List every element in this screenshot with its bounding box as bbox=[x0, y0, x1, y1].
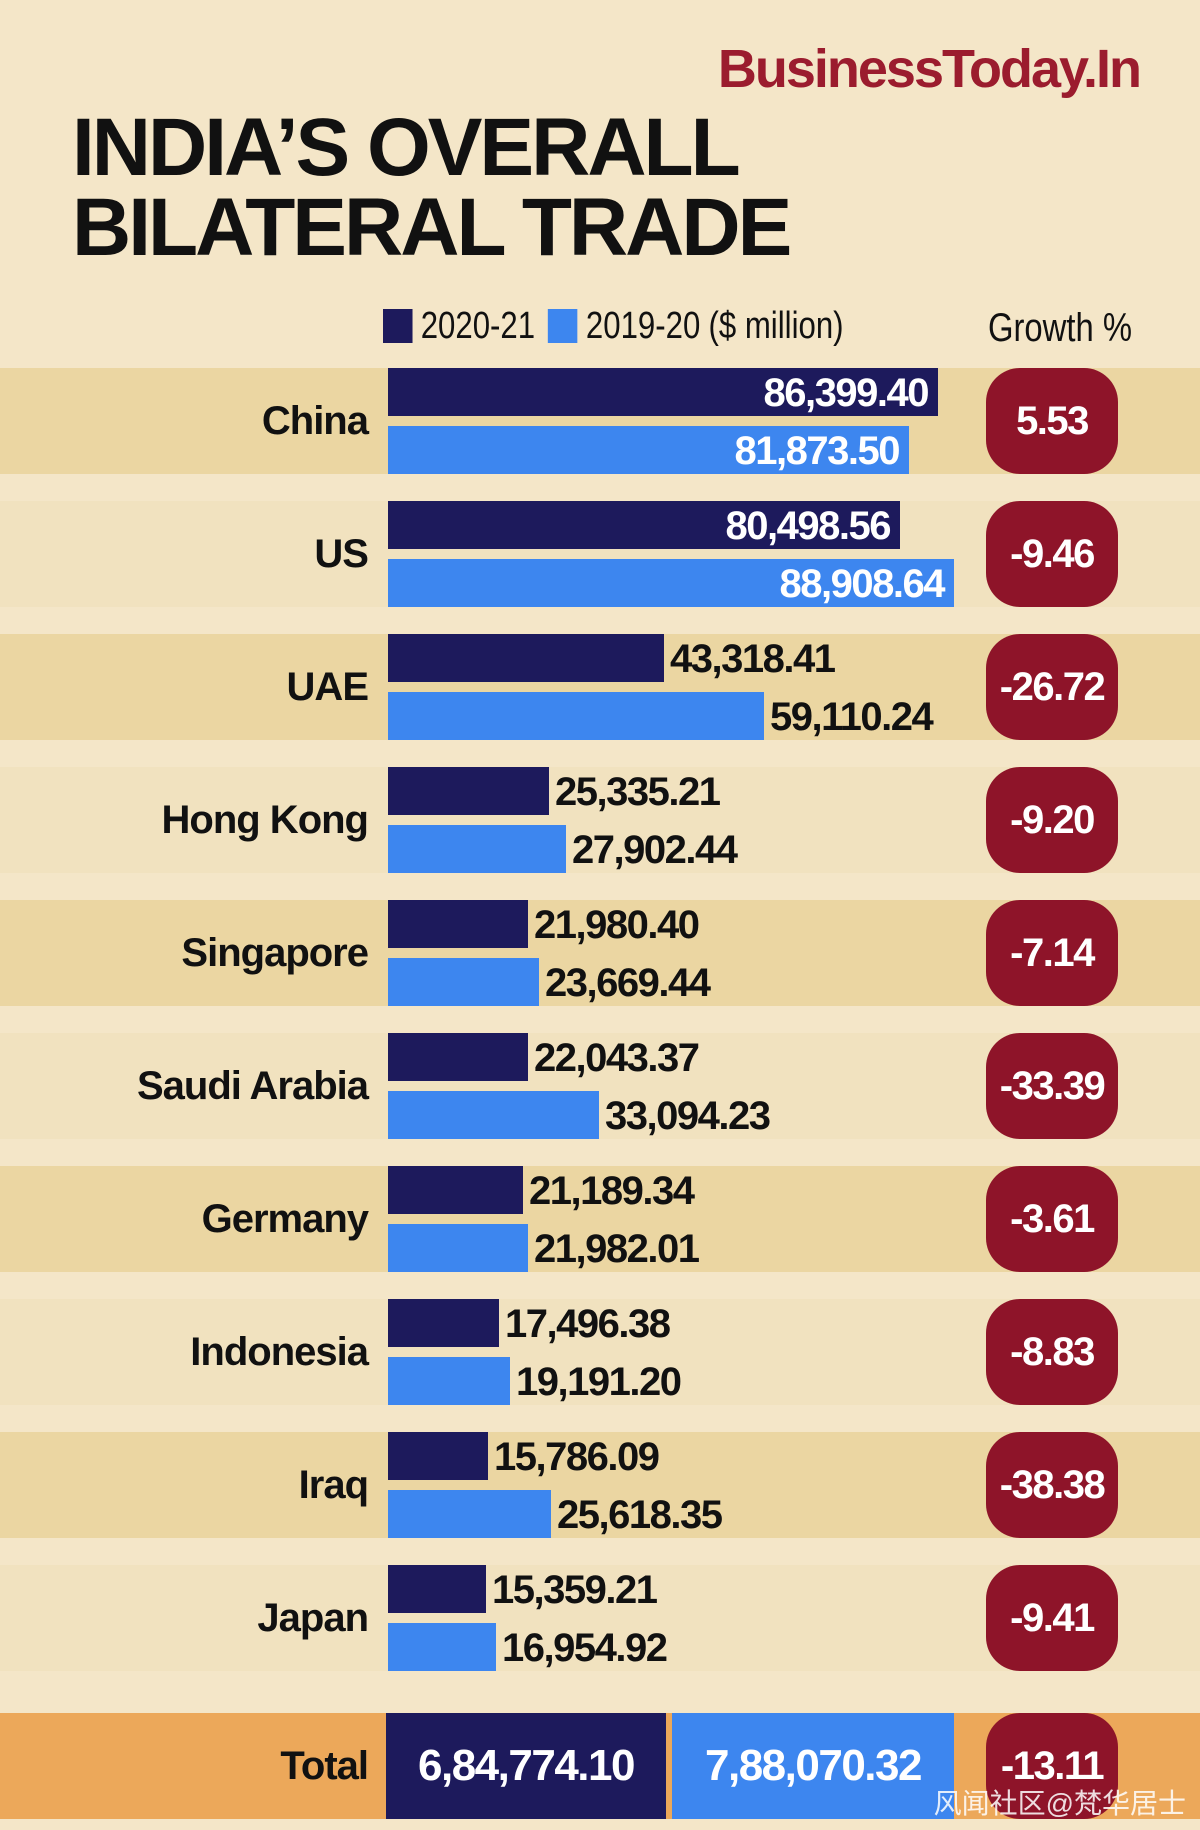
chart-title: INDIA’S OVERALL BILATERAL TRADE bbox=[72, 102, 792, 273]
row-germany: Germany 21,189.34 21,982.01 -3.61 bbox=[0, 1166, 1200, 1272]
data-label-2019-20: 27,902.44 bbox=[572, 828, 738, 872]
data-label-2019-20: 19,191.20 bbox=[516, 1360, 682, 1404]
category-label: Iraq bbox=[298, 1462, 369, 1507]
growth-pill: -38.38 bbox=[986, 1432, 1118, 1538]
bar-2020-21 bbox=[388, 1166, 523, 1214]
data-label-2019-20: 33,094.23 bbox=[605, 1094, 771, 1138]
bar-2019-20 bbox=[388, 1224, 528, 1272]
data-label-2019-20: 21,982.01 bbox=[534, 1227, 700, 1271]
legend-label-2019-20: 2019-20 bbox=[585, 304, 701, 347]
category-label: Singapore bbox=[181, 930, 369, 975]
data-label-2020-21: 15,359.21 bbox=[492, 1568, 658, 1612]
legend-swatch-2019-20 bbox=[548, 309, 578, 343]
category-label: Hong Kong bbox=[161, 797, 369, 842]
total-row: Total 6,84,774.10 7,88,070.32 -13.11 bbox=[0, 1713, 1200, 1819]
data-label-2019-20: 81,873.50 bbox=[734, 429, 901, 473]
growth-pill: -9.46 bbox=[986, 501, 1118, 607]
bar-2019-20 bbox=[388, 1357, 510, 1405]
row-uae: UAE 43,318.41 59,110.24 -26.72 bbox=[0, 634, 1200, 740]
bar-2020-21 bbox=[388, 368, 938, 416]
data-label-2020-21: 25,335.21 bbox=[555, 770, 721, 814]
bar-2019-20 bbox=[388, 1490, 551, 1538]
data-label-2019-20: 23,669.44 bbox=[545, 961, 711, 1005]
row-saudi-arabia: Saudi Arabia 22,043.37 33,094.23 -33.39 bbox=[0, 1033, 1200, 1139]
data-label-2020-21: 15,786.09 bbox=[494, 1435, 660, 1479]
growth-pill: -9.41 bbox=[986, 1565, 1118, 1671]
bar-2020-21 bbox=[388, 1033, 528, 1081]
bar-2020-21 bbox=[388, 634, 664, 682]
total-value-2020-21: 6,84,774.10 bbox=[386, 1713, 666, 1819]
legend-label-2020-21: 2020-21 bbox=[420, 304, 536, 347]
row-japan: Japan 15,359.21 16,954.92 -9.41 bbox=[0, 1565, 1200, 1671]
category-label: UAE bbox=[286, 664, 369, 709]
bar-2019-20 bbox=[388, 825, 566, 873]
data-label-2019-20: 16,954.92 bbox=[502, 1626, 668, 1670]
row-china: China 86,399.40 81,873.50 5.53 bbox=[0, 368, 1200, 474]
category-label: Japan bbox=[257, 1595, 369, 1640]
data-label-2019-20: 59,110.24 bbox=[770, 695, 934, 739]
total-label: Total bbox=[280, 1743, 369, 1788]
growth-pill: 5.53 bbox=[986, 368, 1118, 474]
category-label: Saudi Arabia bbox=[136, 1063, 369, 1108]
growth-header: Growth % bbox=[988, 306, 1132, 350]
data-label-2020-21: 86,399.40 bbox=[763, 371, 930, 415]
bar-2020-21 bbox=[388, 1299, 499, 1347]
category-label: Indonesia bbox=[190, 1329, 369, 1374]
row-iraq: Iraq 15,786.09 25,618.35 -38.38 bbox=[0, 1432, 1200, 1538]
growth-pill: -9.20 bbox=[986, 767, 1118, 873]
bar-2019-20 bbox=[388, 692, 764, 740]
title-line-2: BILATERAL TRADE bbox=[72, 182, 792, 273]
row-us: US 80,498.56 88,908.64 -9.46 bbox=[0, 501, 1200, 607]
data-label-2020-21: 17,496.38 bbox=[505, 1302, 671, 1346]
data-label-2020-21: 21,189.34 bbox=[529, 1169, 695, 1213]
bar-2019-20 bbox=[388, 426, 909, 474]
bar-2020-21 bbox=[388, 767, 549, 815]
bar-2019-20 bbox=[388, 1623, 496, 1671]
data-label-2019-20: 25,618.35 bbox=[557, 1493, 723, 1537]
data-label-2020-21: 22,043.37 bbox=[534, 1036, 700, 1080]
growth-pill: -33.39 bbox=[986, 1033, 1118, 1139]
bar-2020-21 bbox=[388, 501, 900, 549]
row-singapore: Singapore 21,980.40 23,669.44 -7.14 bbox=[0, 900, 1200, 1006]
data-label-2020-21: 80,498.56 bbox=[725, 504, 892, 548]
legend-unit: ($ million) bbox=[708, 304, 844, 347]
watermark: 风闻社区@梵华居士 bbox=[933, 1788, 1186, 1819]
bar-2020-21 bbox=[388, 1432, 488, 1480]
data-label-2019-20: 88,908.64 bbox=[779, 562, 946, 606]
total-growth-pill: -13.11 bbox=[986, 1713, 1118, 1819]
row-hong-kong: Hong Kong 25,335.21 27,902.44 -9.20 bbox=[0, 767, 1200, 873]
row-indonesia: Indonesia 17,496.38 19,191.20 -8.83 bbox=[0, 1299, 1200, 1405]
category-label: China bbox=[261, 398, 369, 443]
growth-pill: -3.61 bbox=[986, 1166, 1118, 1272]
bar-2020-21 bbox=[388, 1565, 486, 1613]
legend: 2020-21 2019-20 ($ million) bbox=[383, 304, 844, 348]
data-label-2020-21: 43,318.41 bbox=[670, 637, 836, 681]
total-value-2019-20: 7,88,070.32 bbox=[672, 1713, 954, 1819]
growth-pill: -7.14 bbox=[986, 900, 1118, 1006]
data-label-2020-21: 21,980.40 bbox=[534, 903, 700, 947]
brand-logo: BusinessToday.In bbox=[717, 39, 1142, 99]
category-label: Germany bbox=[201, 1196, 369, 1241]
category-label: US bbox=[314, 531, 369, 576]
bar-2020-21 bbox=[388, 900, 528, 948]
bar-2019-20 bbox=[388, 1091, 599, 1139]
legend-swatch-2020-21 bbox=[383, 309, 413, 343]
bar-2019-20 bbox=[388, 559, 954, 607]
title-line-1: INDIA’S OVERALL bbox=[72, 102, 741, 193]
bar-2019-20 bbox=[388, 958, 539, 1006]
growth-pill: -8.83 bbox=[986, 1299, 1118, 1405]
growth-pill: -26.72 bbox=[986, 634, 1118, 740]
